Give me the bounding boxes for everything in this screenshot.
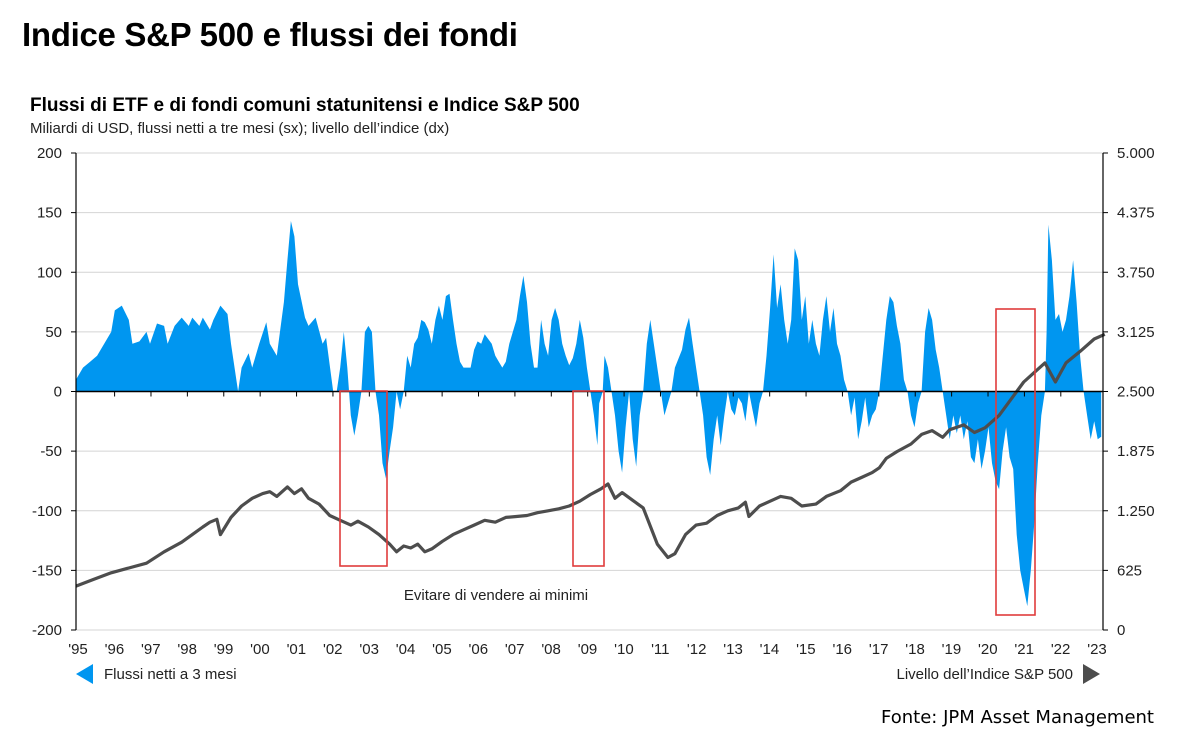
x-tick-label: '09 — [578, 641, 598, 658]
x-tick-label: '12 — [687, 641, 707, 658]
flows-area — [76, 221, 1102, 607]
x-tick-label: '17 — [869, 641, 889, 658]
y-left-tick-label: 150 — [37, 205, 62, 222]
x-tick-label: '20 — [978, 641, 998, 658]
x-tick-label: '06 — [469, 641, 489, 658]
y-right-tick-label: 2.500 — [1117, 384, 1155, 401]
x-tick-label: '98 — [177, 641, 197, 658]
y-left-tick-label: 100 — [37, 264, 62, 281]
chart-subtitle: Miliardi di USD, flussi netti a tre mesi… — [30, 120, 450, 137]
x-tick-label: '03 — [359, 641, 379, 658]
x-tick-label: '05 — [432, 641, 452, 658]
x-tick-label: '97 — [141, 641, 161, 658]
legend-right-label: Livello dell’Indice S&P 500 — [896, 666, 1073, 683]
y-left-tick-label: 0 — [54, 384, 62, 401]
chart-title: Flussi di ETF e di fondi comuni statunit… — [30, 95, 580, 116]
y-left-tick-label: -50 — [40, 443, 62, 460]
x-tick-label: '14 — [760, 641, 780, 658]
y-right-tick-label: 1.250 — [1117, 503, 1155, 520]
highlight-box — [572, 390, 605, 567]
triangle-right-icon — [1083, 664, 1100, 684]
x-tick-label: '04 — [396, 641, 416, 658]
x-tick-label: '19 — [942, 641, 962, 658]
source-note: Fonte: JPM Asset Management — [881, 707, 1154, 728]
y-right-tick-label: 3.125 — [1117, 324, 1155, 341]
y-left-tick-label: -200 — [32, 622, 62, 639]
x-tick-label: '23 — [1087, 641, 1107, 658]
page-title: Indice S&P 500 e flussi dei fondi — [22, 16, 518, 53]
y-left-tick-label: -150 — [32, 562, 62, 579]
y-left-tick-label: -100 — [32, 503, 62, 520]
y-right-tick-label: 4.375 — [1117, 205, 1155, 222]
y-right-tick-label: 1.875 — [1117, 443, 1155, 460]
x-tick-label: '01 — [287, 641, 307, 658]
x-tick-label: '18 — [905, 641, 925, 658]
x-tick-label: '96 — [105, 641, 125, 658]
legend-left-label: Flussi netti a 3 mesi — [104, 666, 237, 683]
x-tick-label: '13 — [723, 641, 743, 658]
x-tick-label: '21 — [1014, 641, 1034, 658]
x-tick-label: '15 — [796, 641, 816, 658]
x-tick-label: '11 — [651, 641, 669, 658]
x-tick-label: '02 — [323, 641, 343, 658]
triangle-left-icon — [76, 664, 93, 684]
x-tick-label: '22 — [1051, 641, 1071, 658]
y-left-tick-label: 200 — [37, 145, 62, 162]
index-line — [75, 332, 1106, 588]
y-right-tick-label: 3.750 — [1117, 264, 1155, 281]
x-tick-label: '16 — [832, 641, 852, 658]
x-tick-label: '95 — [68, 641, 88, 658]
y-right-tick-label: 0 — [1117, 622, 1125, 639]
y-left-tick-label: 50 — [45, 324, 62, 341]
highlight-box — [995, 308, 1036, 616]
x-tick-label: '08 — [541, 641, 561, 658]
highlight-box — [339, 390, 388, 567]
x-tick-label: '00 — [250, 641, 270, 658]
x-tick-label: '07 — [505, 641, 525, 658]
y-right-tick-label: 625 — [1117, 562, 1142, 579]
x-tick-label: '99 — [214, 641, 234, 658]
annotation-text: Evitare di vendere ai minimi — [404, 587, 588, 604]
y-right-tick-label: 5.000 — [1117, 145, 1155, 162]
x-tick-label: '10 — [614, 641, 634, 658]
